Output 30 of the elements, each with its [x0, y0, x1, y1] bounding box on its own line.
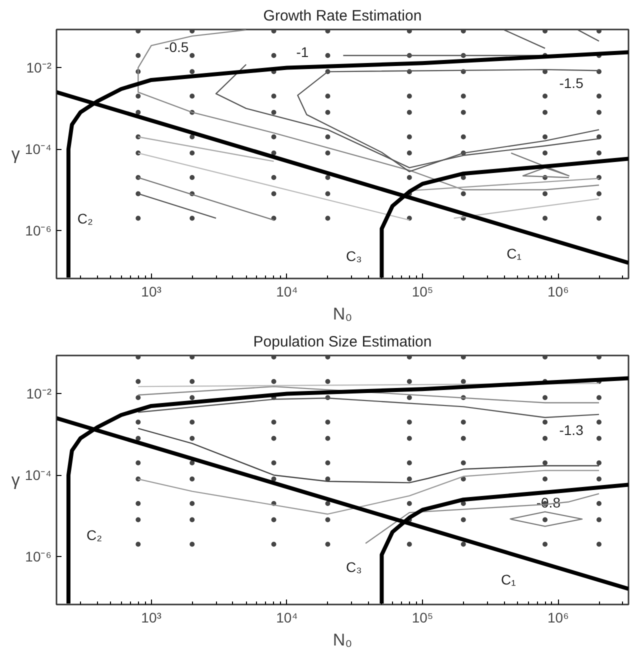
- y-tick-label: 10⁻²: [26, 386, 52, 402]
- y-tick-label: 10⁻²: [26, 60, 52, 76]
- annotation: C₁: [506, 246, 522, 262]
- x-axis-title: N₀: [332, 304, 352, 324]
- annotation: -1: [296, 44, 309, 60]
- x-tick-label: 10⁶: [548, 284, 569, 300]
- chart-title: Population Size Estimation: [253, 334, 432, 350]
- x-tick-label: 10⁴: [276, 284, 298, 300]
- chart-title: Growth Rate Estimation: [263, 8, 422, 24]
- annotation: -1.5: [559, 75, 584, 92]
- x-tick-label: 10³: [141, 610, 162, 626]
- y-axis-title: γ: [11, 470, 20, 490]
- annotation: -0.5: [164, 38, 189, 55]
- x-axis-title: N₀: [332, 630, 352, 650]
- y-tick-label: 10⁻⁴: [24, 467, 52, 484]
- annotation: C₂: [86, 526, 102, 543]
- y-tick-label: 10⁻⁴: [24, 141, 52, 158]
- annotation: C₂: [77, 210, 93, 227]
- annotation: C₁: [500, 572, 516, 588]
- x-tick-label: 10⁴: [276, 610, 298, 626]
- x-tick-label: 10³: [141, 284, 162, 300]
- y-axis-title: γ: [11, 144, 20, 164]
- y-tick-label: 10⁻⁶: [25, 222, 52, 238]
- y-tick-label: 10⁻⁶: [25, 548, 52, 564]
- annotation: C₃: [346, 248, 362, 264]
- x-tick-label: 10⁵: [412, 610, 434, 626]
- annotation: C₃: [346, 559, 362, 576]
- x-tick-label: 10⁵: [412, 284, 434, 300]
- annotation: -1.3: [559, 422, 584, 438]
- x-tick-label: 10⁶: [548, 610, 569, 626]
